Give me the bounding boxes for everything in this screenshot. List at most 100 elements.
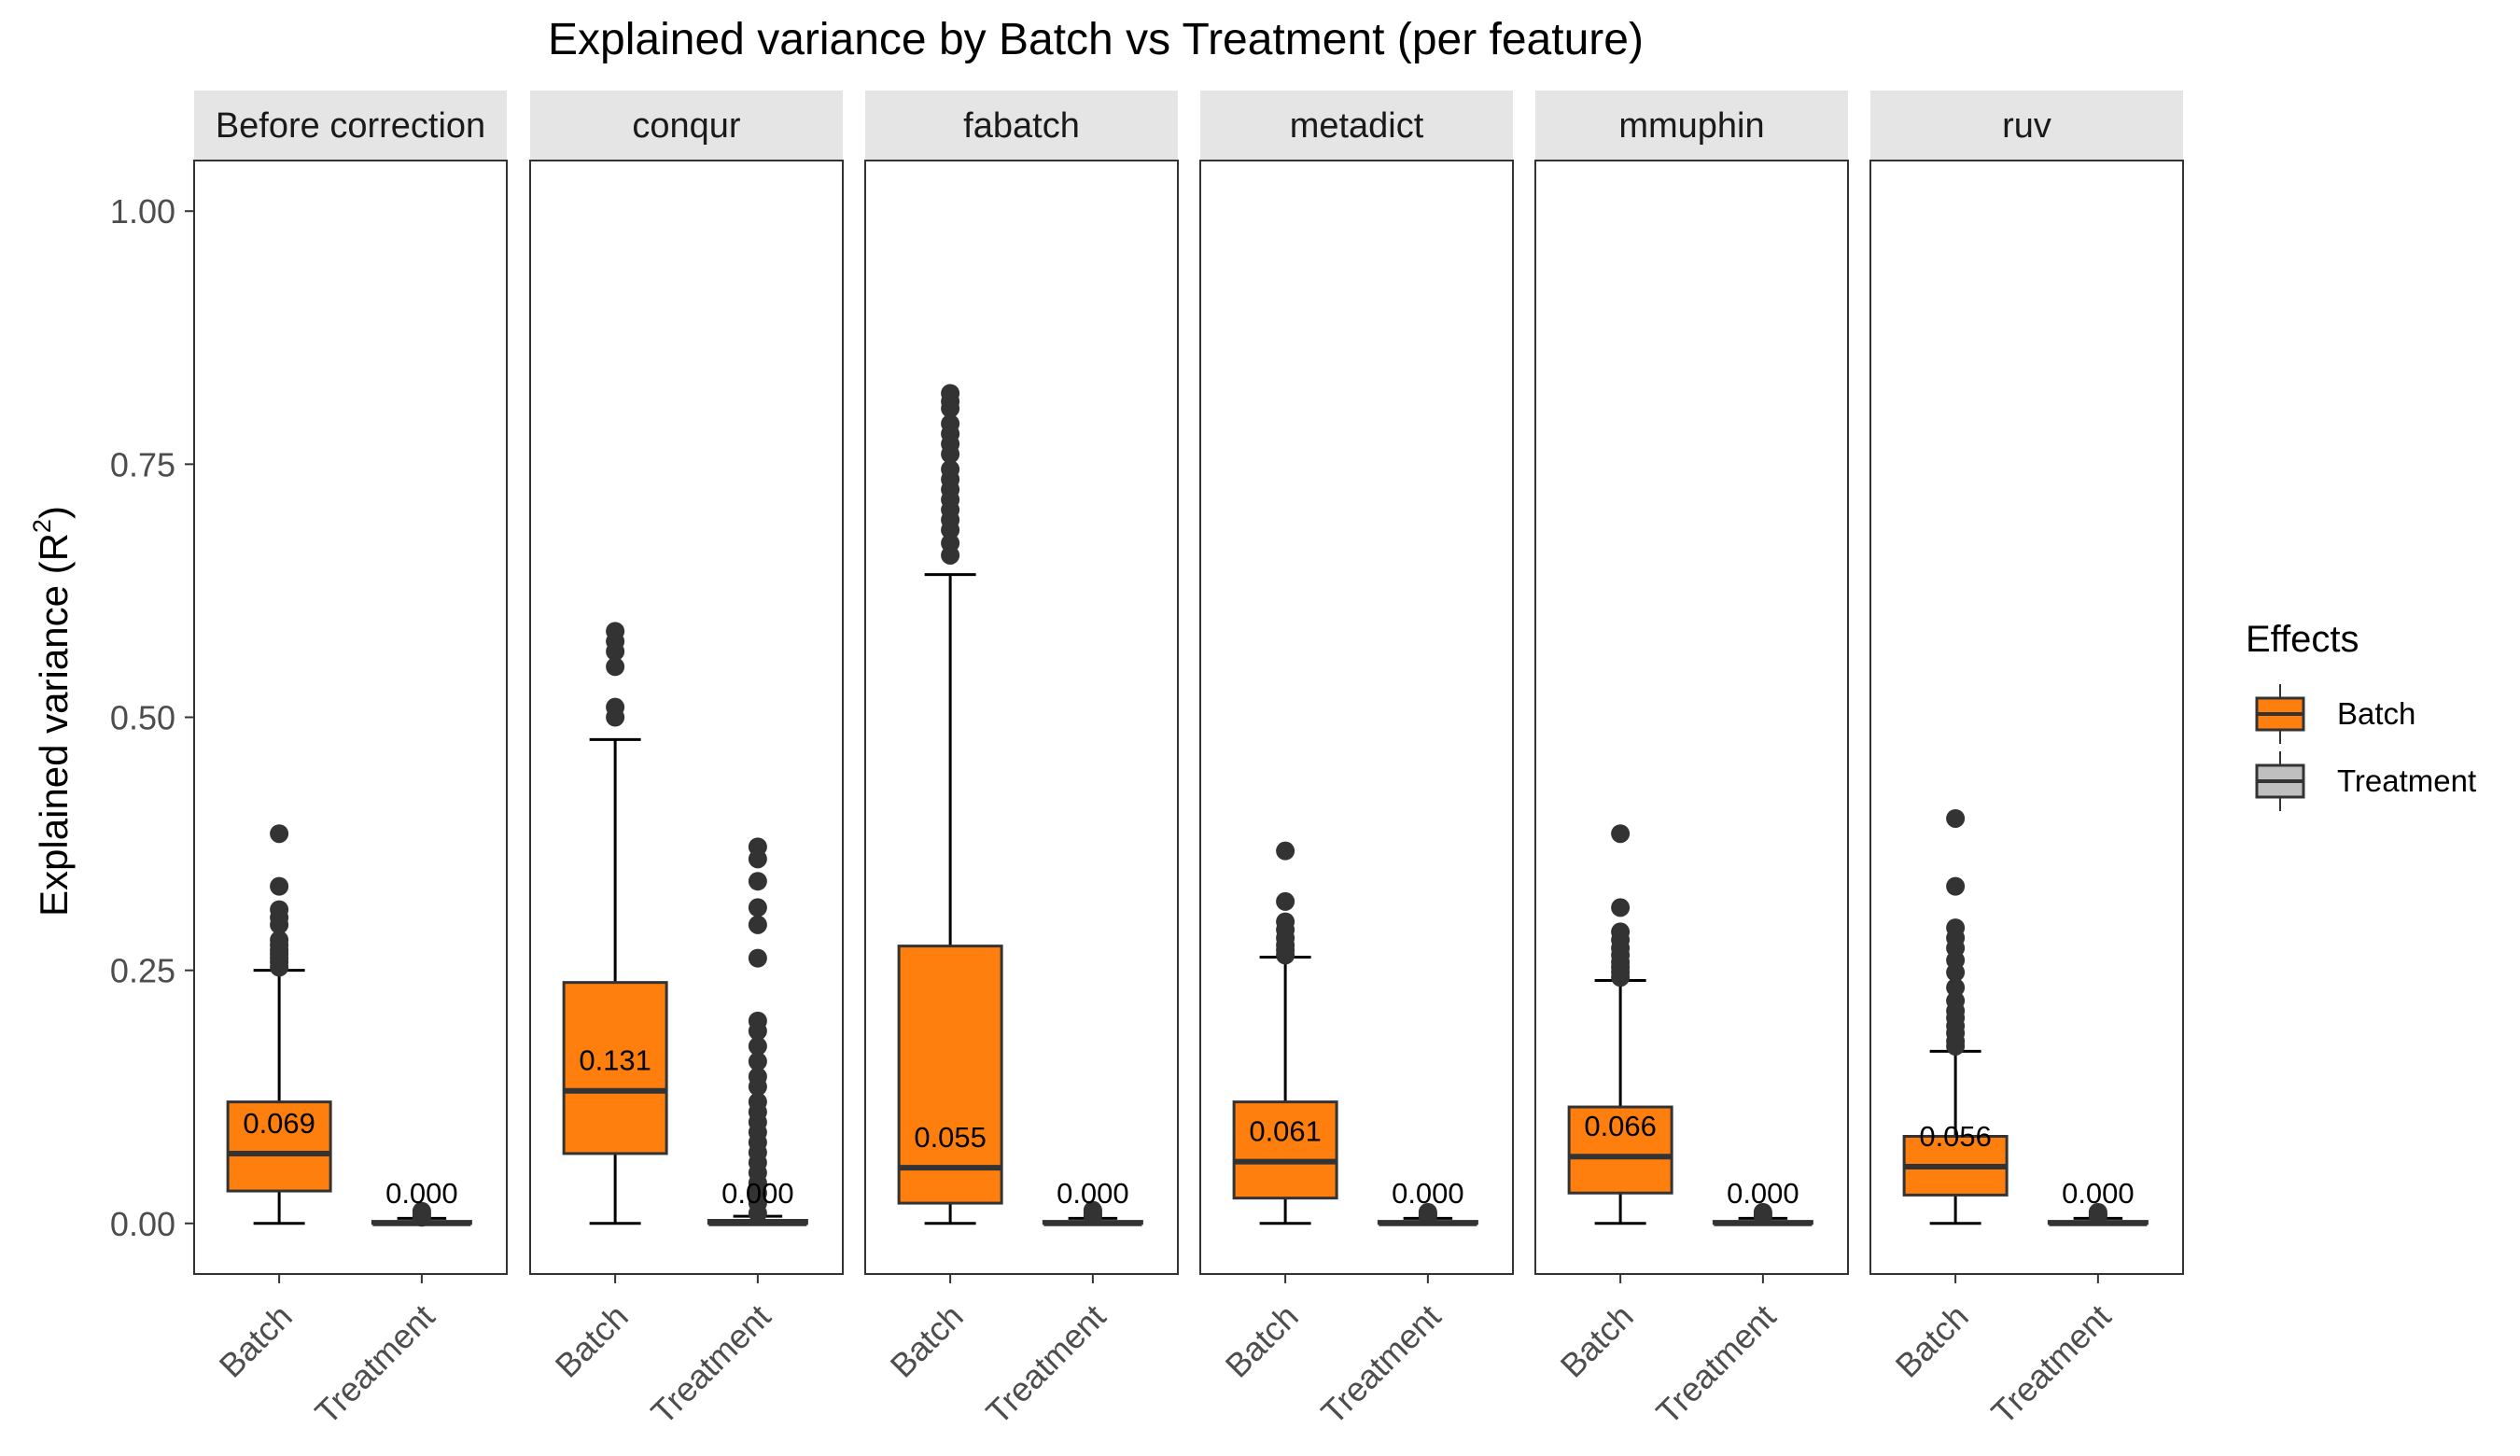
panel-border bbox=[529, 160, 844, 1275]
outlier-point bbox=[941, 533, 960, 553]
y-axis: 0.00 0.25 0.50 0.75 1.00 bbox=[110, 192, 194, 1243]
outlier-point bbox=[1946, 876, 1966, 896]
facet-strip-label: fabatch bbox=[963, 106, 1080, 146]
legend-items: Batch Treatment bbox=[2255, 684, 2476, 811]
chart-title: Explained variance by Batch vs Treatment… bbox=[548, 15, 1644, 64]
box-iqr bbox=[226, 1100, 332, 1193]
y-axis-label-close: ) bbox=[32, 506, 76, 519]
outlier-point bbox=[2088, 1202, 2107, 1222]
outlier-point bbox=[1083, 1200, 1102, 1220]
outlier-point bbox=[748, 1092, 767, 1112]
x-tick-label: Batch bbox=[1218, 1297, 1306, 1385]
x-tick-label: Batch bbox=[1888, 1297, 1976, 1385]
outlier-point bbox=[1946, 978, 1966, 998]
outlier-point bbox=[1276, 891, 1295, 911]
facet-strip-label: conqur bbox=[632, 106, 741, 146]
outlier-point bbox=[1418, 1202, 1437, 1222]
facet-strip bbox=[1535, 91, 1848, 161]
box-treatment: 0.000 bbox=[707, 837, 808, 1226]
y-axis-label: Explained variance (R2) bbox=[28, 506, 76, 917]
outlier-point bbox=[1753, 1202, 1772, 1222]
panel-border bbox=[1199, 160, 1514, 1275]
outlier-point bbox=[748, 948, 767, 968]
median-label: 0.066 bbox=[1584, 1110, 1657, 1142]
median-label: 0.061 bbox=[1249, 1115, 1322, 1148]
box-treatment: 0.000 bbox=[371, 1177, 472, 1227]
outlier-point bbox=[941, 384, 960, 403]
outlier-point bbox=[748, 1067, 767, 1086]
facet-strip bbox=[194, 91, 507, 161]
legend-item-batch: Batch bbox=[2255, 684, 2415, 744]
box-batch: 0.066 bbox=[1567, 824, 1673, 1225]
median-label: 0.000 bbox=[721, 1177, 794, 1210]
outlier-point bbox=[748, 872, 767, 891]
panels: Before correction 0.069 Batch 0.000 Treatmen… bbox=[193, 91, 2184, 1432]
x-tick-label: Treatment bbox=[1313, 1297, 1448, 1432]
y-tick-label: 0.25 bbox=[110, 952, 175, 990]
x-tick-label: Batch bbox=[1553, 1297, 1641, 1385]
outlier-point bbox=[1611, 898, 1631, 917]
box-iqr bbox=[562, 981, 668, 1155]
median-label: 0.069 bbox=[243, 1107, 315, 1140]
panel-border bbox=[1534, 160, 1849, 1275]
box-treatment: 0.000 bbox=[2047, 1177, 2149, 1226]
median-label: 0.131 bbox=[579, 1044, 651, 1077]
facet-strip-label: Before correction bbox=[216, 106, 485, 146]
panel-border bbox=[1869, 160, 2184, 1275]
outlier-point bbox=[1276, 841, 1295, 861]
outlier-point bbox=[270, 931, 289, 950]
y-tick-label: 0.00 bbox=[110, 1205, 175, 1243]
facet-panel: metadict 0.061 Batch 0.000 Treatment bbox=[1199, 91, 1514, 1432]
outlier-point bbox=[1946, 918, 1966, 938]
x-tick-label: Treatment bbox=[643, 1297, 777, 1432]
median-label: 0.000 bbox=[385, 1177, 458, 1210]
outlier-point bbox=[941, 459, 960, 479]
facet-strip bbox=[1200, 91, 1513, 161]
x-tick-label: Treatment bbox=[1648, 1297, 1783, 1432]
outlier-point bbox=[1276, 912, 1295, 931]
box-treatment: 0.000 bbox=[1042, 1177, 1143, 1226]
facet-panel: Before correction 0.069 Batch 0.000 Treatmen… bbox=[193, 91, 508, 1432]
outlier-point bbox=[1611, 922, 1631, 942]
box-iqr bbox=[897, 945, 1003, 1205]
x-tick-label: Batch bbox=[548, 1297, 636, 1385]
box-batch: 0.131 bbox=[562, 622, 668, 1225]
panel-border bbox=[193, 160, 508, 1275]
legend-label: Treatment bbox=[2337, 763, 2476, 798]
outlier-point bbox=[1611, 824, 1631, 844]
legend-label: Batch bbox=[2337, 696, 2415, 731]
box-treatment: 0.000 bbox=[1712, 1177, 1813, 1226]
outlier-point bbox=[606, 697, 625, 717]
facet-strip bbox=[1870, 91, 2183, 161]
outlier-point bbox=[748, 1052, 767, 1071]
box-batch: 0.069 bbox=[226, 824, 332, 1225]
facet-panel: mmuphin 0.066 Batch 0.000 Treatment bbox=[1534, 91, 1849, 1432]
x-tick-label: Batch bbox=[212, 1297, 300, 1385]
outlier-point bbox=[748, 837, 767, 857]
outlier-point bbox=[270, 824, 289, 844]
y-axis-label-text: Explained variance (R bbox=[32, 533, 76, 917]
box-batch: 0.055 bbox=[897, 384, 1003, 1225]
median-label: 0.000 bbox=[2062, 1177, 2135, 1210]
y-tick-label: 1.00 bbox=[110, 192, 175, 231]
box-iqr bbox=[1567, 1105, 1673, 1195]
outlier-point bbox=[748, 1036, 767, 1056]
outlier-point bbox=[941, 413, 960, 433]
x-tick-label: Batch bbox=[883, 1297, 971, 1385]
panel-border bbox=[864, 160, 1179, 1275]
facet-strip-label: ruv bbox=[2002, 106, 2051, 146]
y-tick-label: 0.75 bbox=[110, 445, 175, 483]
outlier-point bbox=[1946, 808, 1966, 828]
facet-strip bbox=[530, 91, 843, 161]
box-batch: 0.056 bbox=[1902, 808, 2009, 1225]
facet-strip-label: mmuphin bbox=[1618, 106, 1764, 146]
legend: Effects Batch Treatment bbox=[2246, 619, 2476, 811]
outlier-point bbox=[270, 900, 289, 919]
x-tick-label: Treatment bbox=[978, 1297, 1113, 1432]
box-treatment: 0.000 bbox=[1377, 1177, 1478, 1226]
facet-panel: ruv 0.056 Batch 0.000 Treatment bbox=[1869, 91, 2184, 1432]
facet-panel: fabatch 0.055 Batch 0.000 Treatment bbox=[864, 91, 1179, 1432]
median-label: 0.055 bbox=[914, 1121, 987, 1154]
outlier-point bbox=[748, 898, 767, 917]
